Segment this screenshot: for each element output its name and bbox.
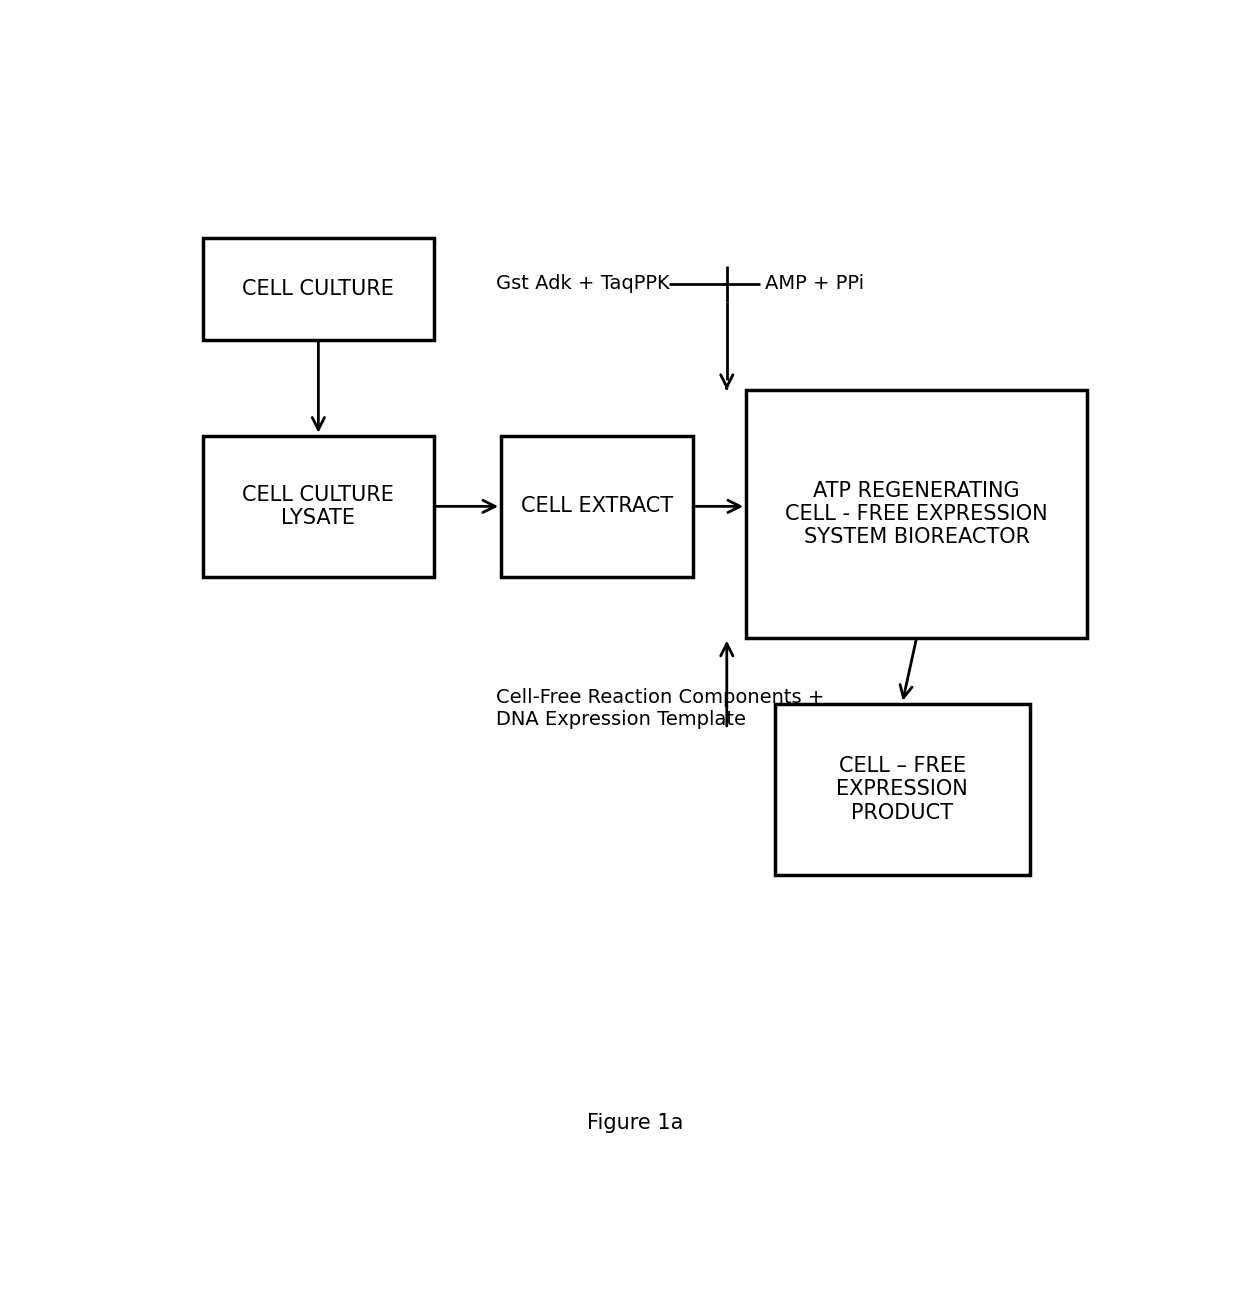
Text: Cell-Free Reaction Components +
DNA Expression Template: Cell-Free Reaction Components + DNA Expr… [496,688,825,729]
Text: CELL – FREE
EXPRESSION
PRODUCT: CELL – FREE EXPRESSION PRODUCT [836,756,968,823]
Text: Figure 1a: Figure 1a [588,1113,683,1133]
Text: CELL CULTURE
LYSATE: CELL CULTURE LYSATE [243,484,394,528]
Text: ATP REGENERATING
CELL - FREE EXPRESSION
SYSTEM BIOREACTOR: ATP REGENERATING CELL - FREE EXPRESSION … [785,481,1048,548]
Text: CELL CULTURE: CELL CULTURE [243,278,394,299]
FancyBboxPatch shape [775,704,1029,876]
Text: Gst Adk + TaqPPK: Gst Adk + TaqPPK [496,274,670,293]
Text: AMP + PPi: AMP + PPi [765,274,864,293]
Text: CELL EXTRACT: CELL EXTRACT [521,496,673,516]
FancyBboxPatch shape [203,239,434,340]
FancyBboxPatch shape [746,390,1087,638]
FancyBboxPatch shape [501,436,693,578]
FancyBboxPatch shape [203,436,434,578]
